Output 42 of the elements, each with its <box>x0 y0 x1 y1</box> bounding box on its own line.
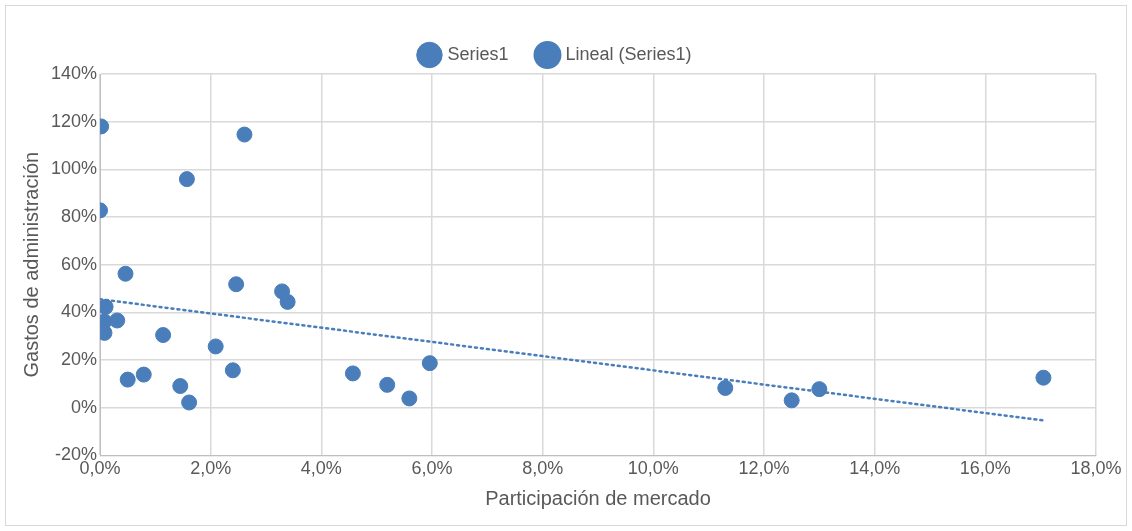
point <box>811 381 828 398</box>
point <box>155 327 172 344</box>
point <box>783 392 800 409</box>
point <box>119 371 136 388</box>
x-tick-label: 2,0% <box>190 458 232 479</box>
point <box>717 379 734 396</box>
point <box>401 390 418 407</box>
x-tick-label: 16,0% <box>959 458 1011 479</box>
x-tick-label: 12,0% <box>738 458 790 479</box>
point <box>207 338 224 355</box>
x-tick-label: 6,0% <box>411 458 453 479</box>
point <box>178 171 195 188</box>
y-tick-label: 140% <box>50 62 98 83</box>
point <box>236 126 253 143</box>
y-axis-title: Gastos de administración <box>19 151 42 378</box>
x-tick-label: 14,0% <box>849 458 901 479</box>
legend-label: Lineal (Series1) <box>565 43 692 64</box>
x-tick-label: 4,0% <box>300 458 342 479</box>
point <box>117 265 134 282</box>
point <box>228 276 245 293</box>
y-tick-label: 120% <box>50 110 98 131</box>
x-tick-label: 8,0% <box>522 458 564 479</box>
point <box>135 366 152 383</box>
point <box>109 312 126 329</box>
y-tick-label: 0% <box>71 396 98 417</box>
y-tick-label: 100% <box>50 158 98 179</box>
point <box>344 365 361 382</box>
y-tick-label: 20% <box>61 349 98 370</box>
point <box>1035 369 1052 386</box>
point <box>224 362 241 379</box>
point <box>181 394 198 411</box>
x-tick-label: 10,0% <box>627 458 679 479</box>
legend-label: Series1 <box>447 43 509 64</box>
point <box>379 376 396 393</box>
x-axis-title: Participación de mercado <box>485 486 711 509</box>
x-tick-label: 18,0% <box>1070 458 1122 479</box>
y-tick-label: 60% <box>61 253 98 274</box>
point <box>421 355 438 372</box>
y-tick-label: 40% <box>61 301 98 322</box>
point <box>172 378 189 395</box>
point <box>279 293 296 310</box>
y-tick-label: 80% <box>61 205 98 226</box>
